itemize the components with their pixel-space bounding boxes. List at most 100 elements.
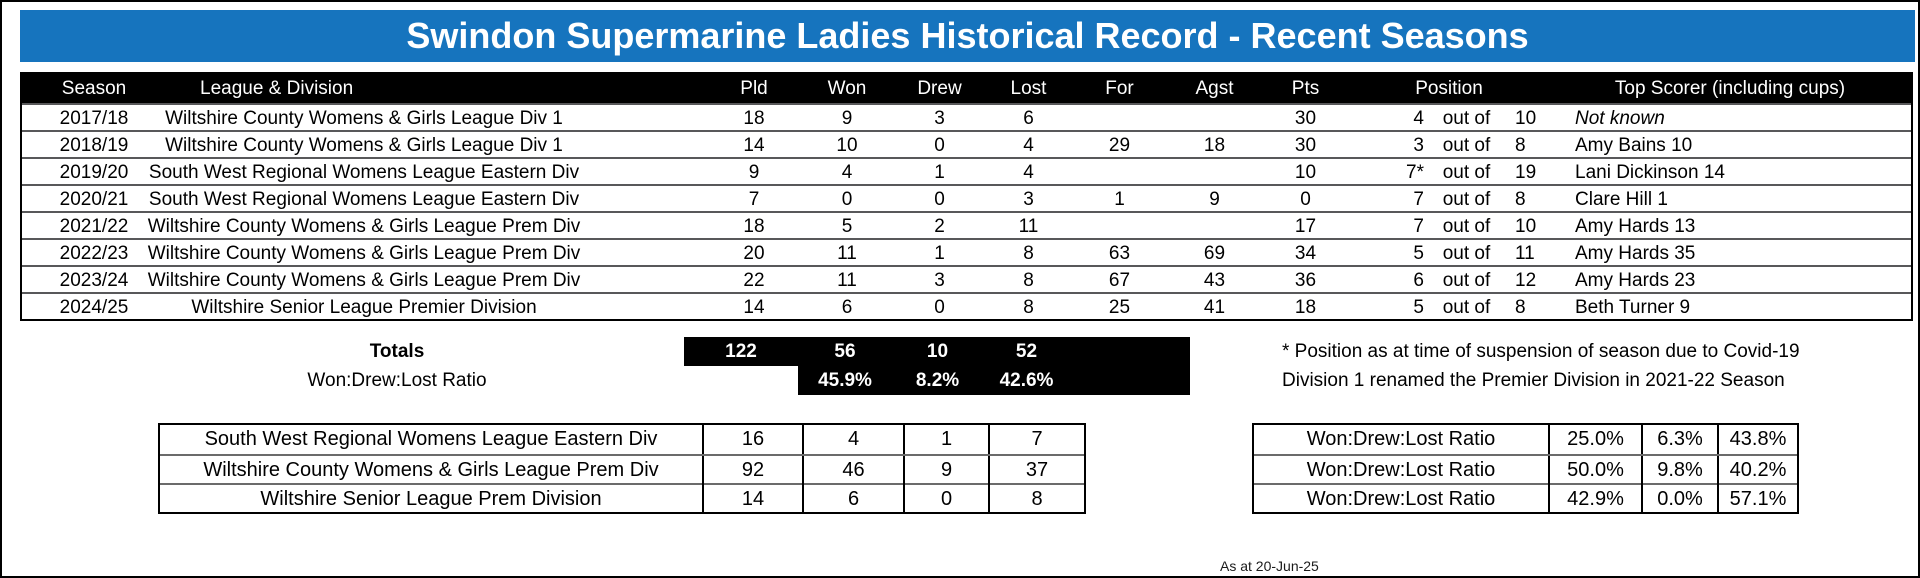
- top-scorer-cell: Lani Dickinson 14: [1575, 162, 1725, 183]
- table-row: Wiltshire County Womens & Girls League P…: [160, 454, 1084, 485]
- agst-cell: [1167, 105, 1262, 132]
- drew-cell: 1: [903, 425, 988, 454]
- col-header-lost: Lost: [1010, 78, 1047, 99]
- table-row: 2017/18 Wiltshire County Womens & Girls …: [22, 103, 1911, 130]
- position-total-cell: 8: [1515, 297, 1526, 318]
- season-cell: 2021/22: [59, 216, 129, 237]
- ratio-label-cell: Won:Drew:Lost Ratio: [1306, 488, 1496, 510]
- drew-pct-cell: 9.8%: [1641, 456, 1717, 485]
- lost-cell: 7: [988, 425, 1084, 454]
- pld-cell: 9: [748, 162, 760, 183]
- top-scorer-cell: Amy Bains 10: [1575, 135, 1693, 156]
- agst-cell: 41: [1203, 297, 1226, 318]
- drew-cell: 1: [934, 162, 945, 183]
- lost-cell: 6: [1023, 108, 1034, 129]
- pld-cell: 92: [702, 456, 802, 485]
- won-cell: 9: [841, 108, 853, 129]
- position-total-cell: 8: [1515, 135, 1526, 156]
- drew-cell: 0: [934, 189, 945, 210]
- top-scorer-cell: Amy Hards 35: [1575, 243, 1696, 264]
- totals-row: 122 56 10 52: [684, 337, 1190, 366]
- league-cell: Wiltshire County Womens & Girls League P…: [147, 216, 581, 237]
- position-total-cell: 10: [1515, 216, 1537, 237]
- pts-cell: 30: [1294, 135, 1317, 156]
- drew-pct-cell: 0.0%: [1641, 485, 1717, 514]
- top-scorer-cell: Not known: [1575, 108, 1665, 129]
- top-scorer-cell: Clare Hill 1: [1575, 189, 1668, 210]
- lost-pct-cell: 43.8%: [1717, 425, 1797, 454]
- pts-cell: 30: [1294, 108, 1317, 129]
- top-scorer-cell: Beth Turner 9: [1575, 297, 1691, 318]
- table-row: 2023/24 Wiltshire County Womens & Girls …: [22, 265, 1911, 292]
- league-cell: Wiltshire County Womens & Girls League P…: [147, 270, 581, 291]
- page-title: Swindon Supermarine Ladies Historical Re…: [20, 10, 1915, 62]
- pts-cell: 36: [1294, 270, 1317, 291]
- for-cell: [1072, 213, 1167, 240]
- table-row: 2024/25 Wiltshire Senior League Premier …: [22, 292, 1911, 319]
- totals-drew: 10: [926, 341, 949, 362]
- league-summary-table: South West Regional Womens League Easter…: [158, 423, 1086, 514]
- won-cell: 6: [802, 485, 903, 514]
- table-row: 2019/20 South West Regional Womens Leagu…: [22, 157, 1911, 184]
- lost-cell: 4: [1023, 135, 1034, 156]
- pts-cell: 17: [1294, 216, 1317, 237]
- for-cell: [1072, 159, 1167, 186]
- position-rank-cell: 7: [1413, 189, 1424, 210]
- ratio-row: 45.9% 8.2% 42.6%: [798, 366, 1190, 395]
- for-cell: 1: [1114, 189, 1125, 210]
- position-rank-cell: 5: [1413, 297, 1424, 318]
- lost-cell: 11: [1018, 216, 1039, 237]
- totals-won: 56: [834, 341, 856, 362]
- league-cell: Wiltshire County Womens & Girls League D…: [165, 135, 563, 156]
- pld-cell: 14: [743, 135, 765, 156]
- won-cell: 4: [841, 162, 853, 183]
- table-row: 2022/23 Wiltshire County Womens & Girls …: [22, 238, 1911, 265]
- ratio-label: Won:Drew:Lost Ratio: [307, 370, 487, 391]
- pld-cell: 20: [743, 243, 765, 264]
- covid-note: * Position as at time of suspension of s…: [1282, 341, 1800, 362]
- position-total-cell: 10: [1515, 108, 1537, 129]
- pld-cell: 14: [702, 485, 802, 514]
- ratio-won: 45.9%: [818, 370, 872, 391]
- drew-cell: 3: [934, 108, 945, 129]
- col-header-won: Won: [827, 78, 867, 99]
- won-cell: 46: [802, 456, 903, 485]
- col-header-top-scorer: Top Scorer (including cups): [1614, 78, 1846, 99]
- season-cell: 2017/18: [59, 108, 129, 129]
- for-cell: 25: [1108, 297, 1131, 318]
- ratio-lost: 42.6%: [999, 370, 1054, 391]
- totals-label: Totals: [369, 341, 425, 362]
- pld-cell: 16: [702, 425, 802, 454]
- col-header-season: Season: [61, 78, 127, 99]
- pts-cell: 10: [1294, 162, 1317, 183]
- agst-cell: 9: [1209, 189, 1220, 210]
- table-row: Won:Drew:Lost Ratio 42.9% 0.0% 57.1%: [1254, 483, 1797, 514]
- pts-cell: 18: [1294, 297, 1317, 318]
- for-cell: 63: [1108, 243, 1131, 264]
- lost-cell: 3: [1023, 189, 1034, 210]
- position-outof-label: out of: [1442, 108, 1491, 129]
- position-rank-cell: 5: [1413, 243, 1424, 264]
- position-total-cell: 8: [1515, 189, 1526, 210]
- agst-cell: 43: [1203, 270, 1226, 291]
- agst-cell: [1167, 159, 1262, 186]
- position-rank-cell: 7*: [1406, 162, 1424, 183]
- col-header-for: For: [1105, 78, 1134, 99]
- position-outof-label: out of: [1442, 189, 1491, 210]
- top-scorer-cell: Amy Hards 13: [1575, 216, 1696, 237]
- lost-cell: 8: [1023, 270, 1034, 291]
- drew-cell: 1: [934, 243, 945, 264]
- table-row: 2021/22 Wiltshire County Womens & Girls …: [22, 211, 1911, 238]
- drew-cell: 0: [934, 297, 945, 318]
- ratio-label-cell: Won:Drew:Lost Ratio: [1306, 428, 1496, 450]
- col-header-pts: Pts: [1291, 78, 1320, 99]
- for-cell: [1072, 105, 1167, 132]
- ratio-empty: [1070, 366, 1190, 395]
- position-outof-label: out of: [1442, 216, 1491, 237]
- lost-cell: 4: [1023, 162, 1034, 183]
- lost-pct-cell: 40.2%: [1717, 456, 1797, 485]
- top-scorer-cell: Amy Hards 23: [1575, 270, 1696, 291]
- league-cell: Wiltshire County Womens & Girls League P…: [203, 459, 659, 481]
- won-cell: 11: [837, 243, 857, 264]
- ratio-label-cell: Won:Drew:Lost Ratio: [1306, 459, 1496, 481]
